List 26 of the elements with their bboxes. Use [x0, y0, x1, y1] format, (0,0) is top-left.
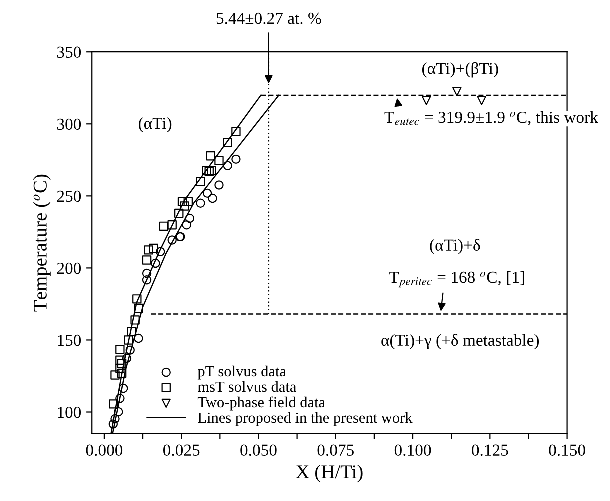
annotation: (αTi)+δ — [430, 239, 480, 254]
annotation: T$_{eutec}$ = 319.9±1.9 $^{o}$C, this work — [384, 111, 598, 126]
annotation: 5.44±0.27 at. % — [216, 12, 322, 24]
legend-label: msT solvus data — [198, 381, 297, 392]
legend-label: Lines proposed in the present work — [198, 412, 413, 426]
x-tick-label: 0.100 — [394, 444, 432, 456]
annotation: (αTi)+(βTi) — [422, 62, 498, 78]
y-tick-label: 200 — [57, 262, 82, 274]
y-tick-label: 250 — [57, 190, 82, 202]
legend-label: Two-phase field data — [198, 396, 326, 411]
annotation: α(Ti)+γ (+δ metastable) — [382, 334, 540, 350]
x-tick-label: 0.150 — [549, 444, 586, 456]
x-axis-title: X (H/Ti) — [296, 464, 363, 483]
y-axis-title: Temperature ($^{o}$C) — [33, 174, 51, 312]
x-tick-label: 0.050 — [240, 444, 277, 456]
y-tick-label: 100 — [58, 406, 82, 418]
y-tick-label: 150 — [58, 334, 82, 346]
legend-label: pT solvus data — [198, 366, 286, 380]
x-tick-label: 0.000 — [86, 444, 123, 456]
y-tick-label: 300 — [57, 118, 82, 130]
x-tick-label: 0.025 — [163, 444, 200, 456]
annotation: T$_{peritec}$ = 168 $^{o}$C, [1] — [390, 271, 524, 288]
x-tick-label: 0.125 — [472, 444, 508, 456]
y-tick-label: 350 — [57, 46, 82, 58]
annotation: (αTi) — [139, 117, 172, 133]
x-tick-label: 0.075 — [318, 444, 354, 456]
